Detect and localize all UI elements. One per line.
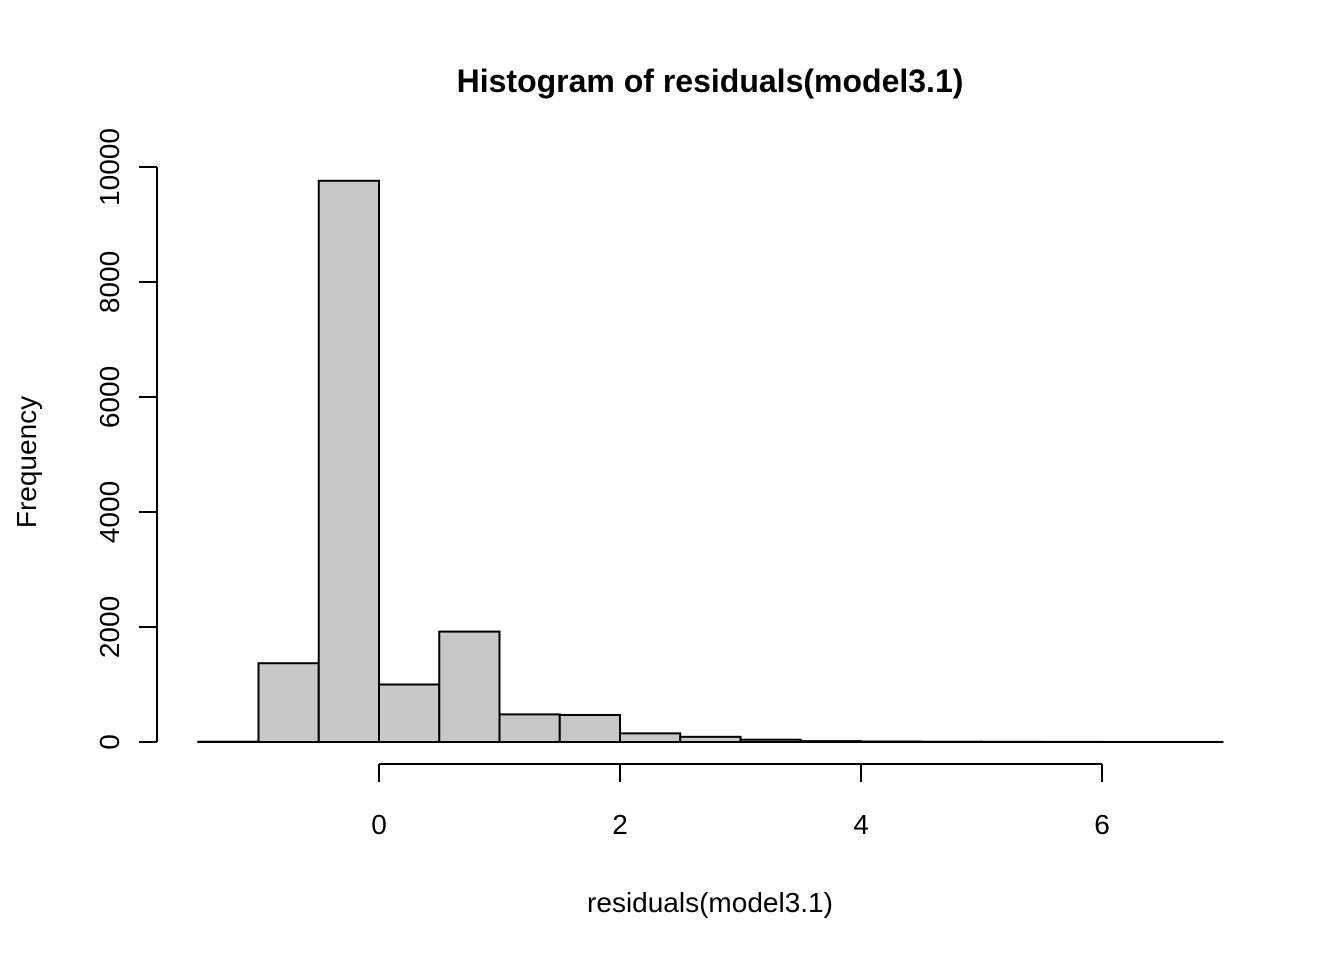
histogram-bar — [739, 738, 802, 744]
x-tick-label: 2 — [612, 809, 628, 840]
histogram-bar — [257, 662, 320, 743]
histogram-bar — [498, 713, 561, 744]
x-tick-label: 4 — [853, 809, 869, 840]
y-tick-label: 0 — [94, 734, 125, 750]
x-axis-label: residuals(model3.1) — [587, 887, 833, 918]
y-axis-label: Frequency — [11, 396, 42, 528]
y-tick-label: 4000 — [94, 481, 125, 543]
y-axis: 0 2000 4000 6000 8000 10000 — [94, 128, 158, 750]
x-tick-label: 6 — [1094, 809, 1110, 840]
x-tick-label: 0 — [371, 809, 387, 840]
y-tick-label: 8000 — [94, 251, 125, 313]
chart-title: Histogram of residuals(model3.1) — [457, 63, 964, 99]
histogram-bar — [799, 740, 862, 744]
histogram-bar — [378, 683, 441, 743]
histogram-bar — [679, 735, 742, 744]
histogram-bar — [317, 179, 380, 744]
histogram-bar — [438, 630, 501, 743]
histogram-bar — [558, 713, 621, 743]
y-tick-label: 2000 — [94, 596, 125, 658]
y-tick-label: 6000 — [94, 366, 125, 428]
bars-group — [197, 179, 1224, 744]
y-tick-label: 10000 — [94, 128, 125, 206]
x-axis: 0 2 4 6 — [371, 763, 1110, 840]
histogram-bar — [619, 732, 682, 743]
